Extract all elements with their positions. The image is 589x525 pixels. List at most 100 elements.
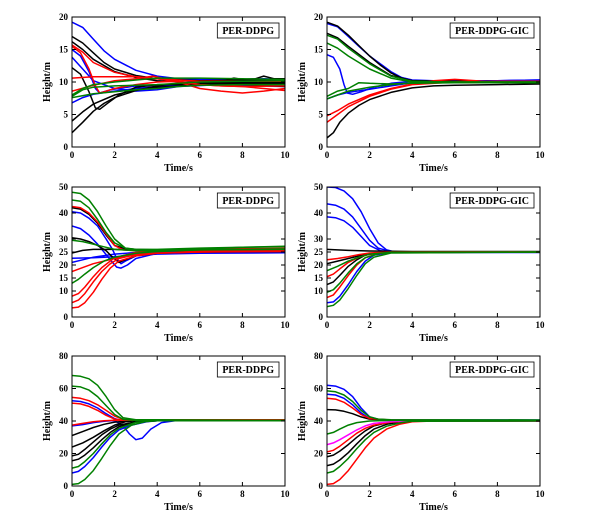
series-group	[327, 21, 540, 139]
x-tick-label: 4	[410, 489, 415, 499]
series-line-14	[72, 419, 285, 469]
y-axis-title: Height/m	[297, 231, 308, 272]
series-line-2	[327, 54, 540, 96]
series-line-12	[327, 420, 540, 474]
chart-panel-1: 0 2 4 6 8 10 0 5 10 15 20 Time/s Height/m PER-DDPG	[42, 12, 290, 174]
y-tick-label: 40	[314, 208, 324, 218]
legend-box	[216, 361, 280, 378]
x-tick-label: 6	[198, 489, 203, 499]
x-tick-label: 6	[198, 320, 203, 330]
y-tick-label: 25	[314, 247, 324, 257]
series-group	[72, 191, 285, 309]
chart-panel-3: 0 2 4 6 8 10 0 10 15 20 25 30 40 50 Time/s Height/m PER-…	[42, 182, 290, 344]
series-line-16	[72, 83, 285, 99]
y-tick-label: 60	[59, 384, 69, 394]
y-tick-label: 30	[314, 234, 324, 244]
y-axis-title: Height/m	[297, 61, 308, 102]
series-line-5	[327, 419, 540, 458]
x-tick-label: 0	[325, 150, 330, 160]
series-line-6	[327, 32, 540, 83]
series-line-8	[72, 396, 285, 421]
x-tick-label: 10	[281, 150, 291, 160]
x-tick-label: 0	[70, 320, 75, 330]
y-tick-label: 5	[64, 110, 69, 120]
x-tick-label: 0	[325, 320, 330, 330]
x-tick-label: 8	[240, 489, 245, 499]
series-line-12	[72, 385, 285, 422]
chart-panel-6: 0 2 4 6 8 10 0 20 40 60 80 Time/s Height/m PER-DDPG-G…	[297, 351, 545, 513]
series-line-5	[327, 83, 540, 139]
x-tick-label: 8	[495, 489, 500, 499]
y-tick-label: 20	[59, 449, 69, 459]
y-tick-label: 15	[59, 273, 69, 283]
x-tick-label: 4	[155, 150, 160, 160]
x-tick-label: 4	[410, 150, 415, 160]
chart-panel-5: 0 2 4 6 8 10 0 20 40 60 80 Time/s Height/m PER-DDPG	[42, 351, 290, 513]
series-line-12	[327, 81, 540, 100]
series-group	[327, 187, 540, 308]
x-tick-label: 10	[536, 150, 546, 160]
x-axis-title: Time/s	[419, 163, 448, 174]
x-tick-label: 2	[367, 150, 372, 160]
x-tick-label: 10	[281, 489, 291, 499]
y-axis-title: Height/m	[42, 400, 53, 441]
x-axis-title: Time/s	[419, 502, 448, 513]
x-tick-label: 10	[536, 489, 546, 499]
series-line-9	[327, 420, 540, 446]
y-tick-label: 60	[314, 384, 324, 394]
y-axis-title: Height/m	[42, 231, 53, 272]
series-line-6	[327, 420, 540, 486]
x-tick-label: 6	[453, 150, 458, 160]
series-line-16	[72, 248, 285, 284]
series-line-13	[72, 419, 285, 486]
series-line-11	[327, 419, 540, 435]
series-line-13	[327, 251, 540, 272]
x-tick-label: 10	[281, 320, 291, 330]
series-line-3	[327, 216, 540, 253]
chart-panel-4: 0 2 4 6 8 10 0 10 15 20 25 30 40 50 Time/s Height/m PER-…	[297, 182, 545, 344]
x-tick-label: 6	[198, 150, 203, 160]
series-line-10	[327, 390, 540, 421]
series-line-10	[72, 250, 285, 304]
x-tick-label: 0	[70, 150, 75, 160]
legend-box	[216, 192, 280, 209]
x-tick-label: 2	[112, 489, 117, 499]
series-line-2	[327, 203, 540, 254]
y-tick-label: 10	[59, 286, 69, 296]
x-tick-label: 4	[155, 320, 160, 330]
series-line-10	[327, 42, 540, 84]
x-tick-label: 0	[325, 489, 330, 499]
y-tick-label: 20	[314, 449, 324, 459]
y-tick-label: 15	[59, 45, 69, 55]
x-tick-label: 6	[453, 489, 458, 499]
y-tick-label: 30	[59, 234, 69, 244]
y-tick-label: 80	[314, 351, 324, 361]
series-group	[72, 374, 285, 486]
y-tick-label: 10	[314, 77, 324, 87]
x-tick-label: 2	[112, 320, 117, 330]
x-tick-label: 0	[70, 489, 75, 499]
series-line-11	[72, 248, 285, 297]
y-axis-title: Height/m	[42, 61, 53, 102]
x-tick-label: 8	[495, 320, 500, 330]
series-line-4	[327, 251, 540, 304]
x-axis-title: Time/s	[419, 333, 448, 344]
x-tick-label: 4	[155, 489, 160, 499]
series-line-8	[327, 397, 540, 422]
y-tick-label: 50	[314, 182, 324, 192]
series-line-13	[72, 191, 285, 252]
y-tick-label: 40	[59, 416, 69, 426]
y-tick-label: 0	[319, 312, 324, 322]
series-line-8	[327, 80, 540, 123]
y-tick-label: 20	[314, 260, 324, 270]
y-tick-label: 15	[314, 45, 324, 55]
x-axis-title: Time/s	[164, 333, 193, 344]
x-tick-label: 8	[240, 320, 245, 330]
x-tick-label: 4	[410, 320, 415, 330]
chart-panel-2: 0 2 4 6 8 10 0 5 10 15 20 Time/s Height/m PER-DDPG-GI…	[297, 12, 545, 174]
series-group	[72, 21, 285, 134]
y-tick-label: 20	[59, 12, 69, 22]
x-tick-label: 10	[536, 320, 546, 330]
y-tick-label: 20	[314, 12, 324, 22]
